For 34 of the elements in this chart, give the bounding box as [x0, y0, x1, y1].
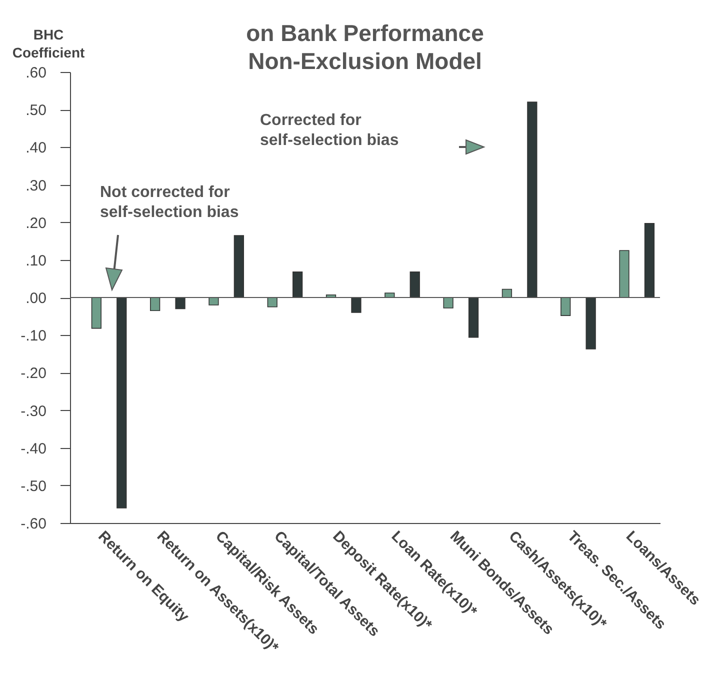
bar	[644, 223, 655, 298]
y-tick-label: -.30	[20, 402, 46, 420]
y-tick-label: -.50	[20, 478, 46, 495]
y-tick-label: .00	[26, 290, 46, 307]
y-tick-label: .30	[26, 177, 46, 194]
annotation: Not corrected for self-selection bias	[100, 184, 239, 221]
bar	[116, 297, 127, 508]
bar	[410, 272, 420, 298]
y-tick-label: -.40	[20, 440, 46, 458]
y-tick-label: -.60	[20, 516, 46, 532]
bar	[150, 297, 160, 312]
bar	[292, 272, 303, 298]
bar	[468, 297, 479, 338]
bar	[175, 297, 186, 310]
y-tick-label: -.10	[20, 328, 46, 345]
bar	[586, 297, 596, 350]
y-axis-title: BHC Coefficient	[12, 26, 86, 60]
y-tick-label: -.20	[20, 365, 46, 382]
bar	[234, 235, 244, 298]
bar	[527, 102, 538, 298]
chart-title: on Bank Performance Non-Exclusion Model	[246, 20, 484, 74]
bar	[560, 297, 571, 316]
bar	[208, 297, 219, 306]
y-tick-label: .50	[26, 102, 46, 120]
y-tick-label: .20	[26, 214, 46, 232]
bar	[91, 297, 102, 329]
y-tick-label: .10	[26, 252, 46, 270]
y-tick-label: .60	[26, 64, 46, 82]
annotation: Corrected for self-selection bias	[260, 112, 399, 149]
y-tick-label: .40	[26, 140, 46, 157]
bar	[619, 250, 630, 298]
bar	[351, 297, 362, 313]
bar	[267, 297, 278, 308]
bar	[443, 297, 454, 308]
